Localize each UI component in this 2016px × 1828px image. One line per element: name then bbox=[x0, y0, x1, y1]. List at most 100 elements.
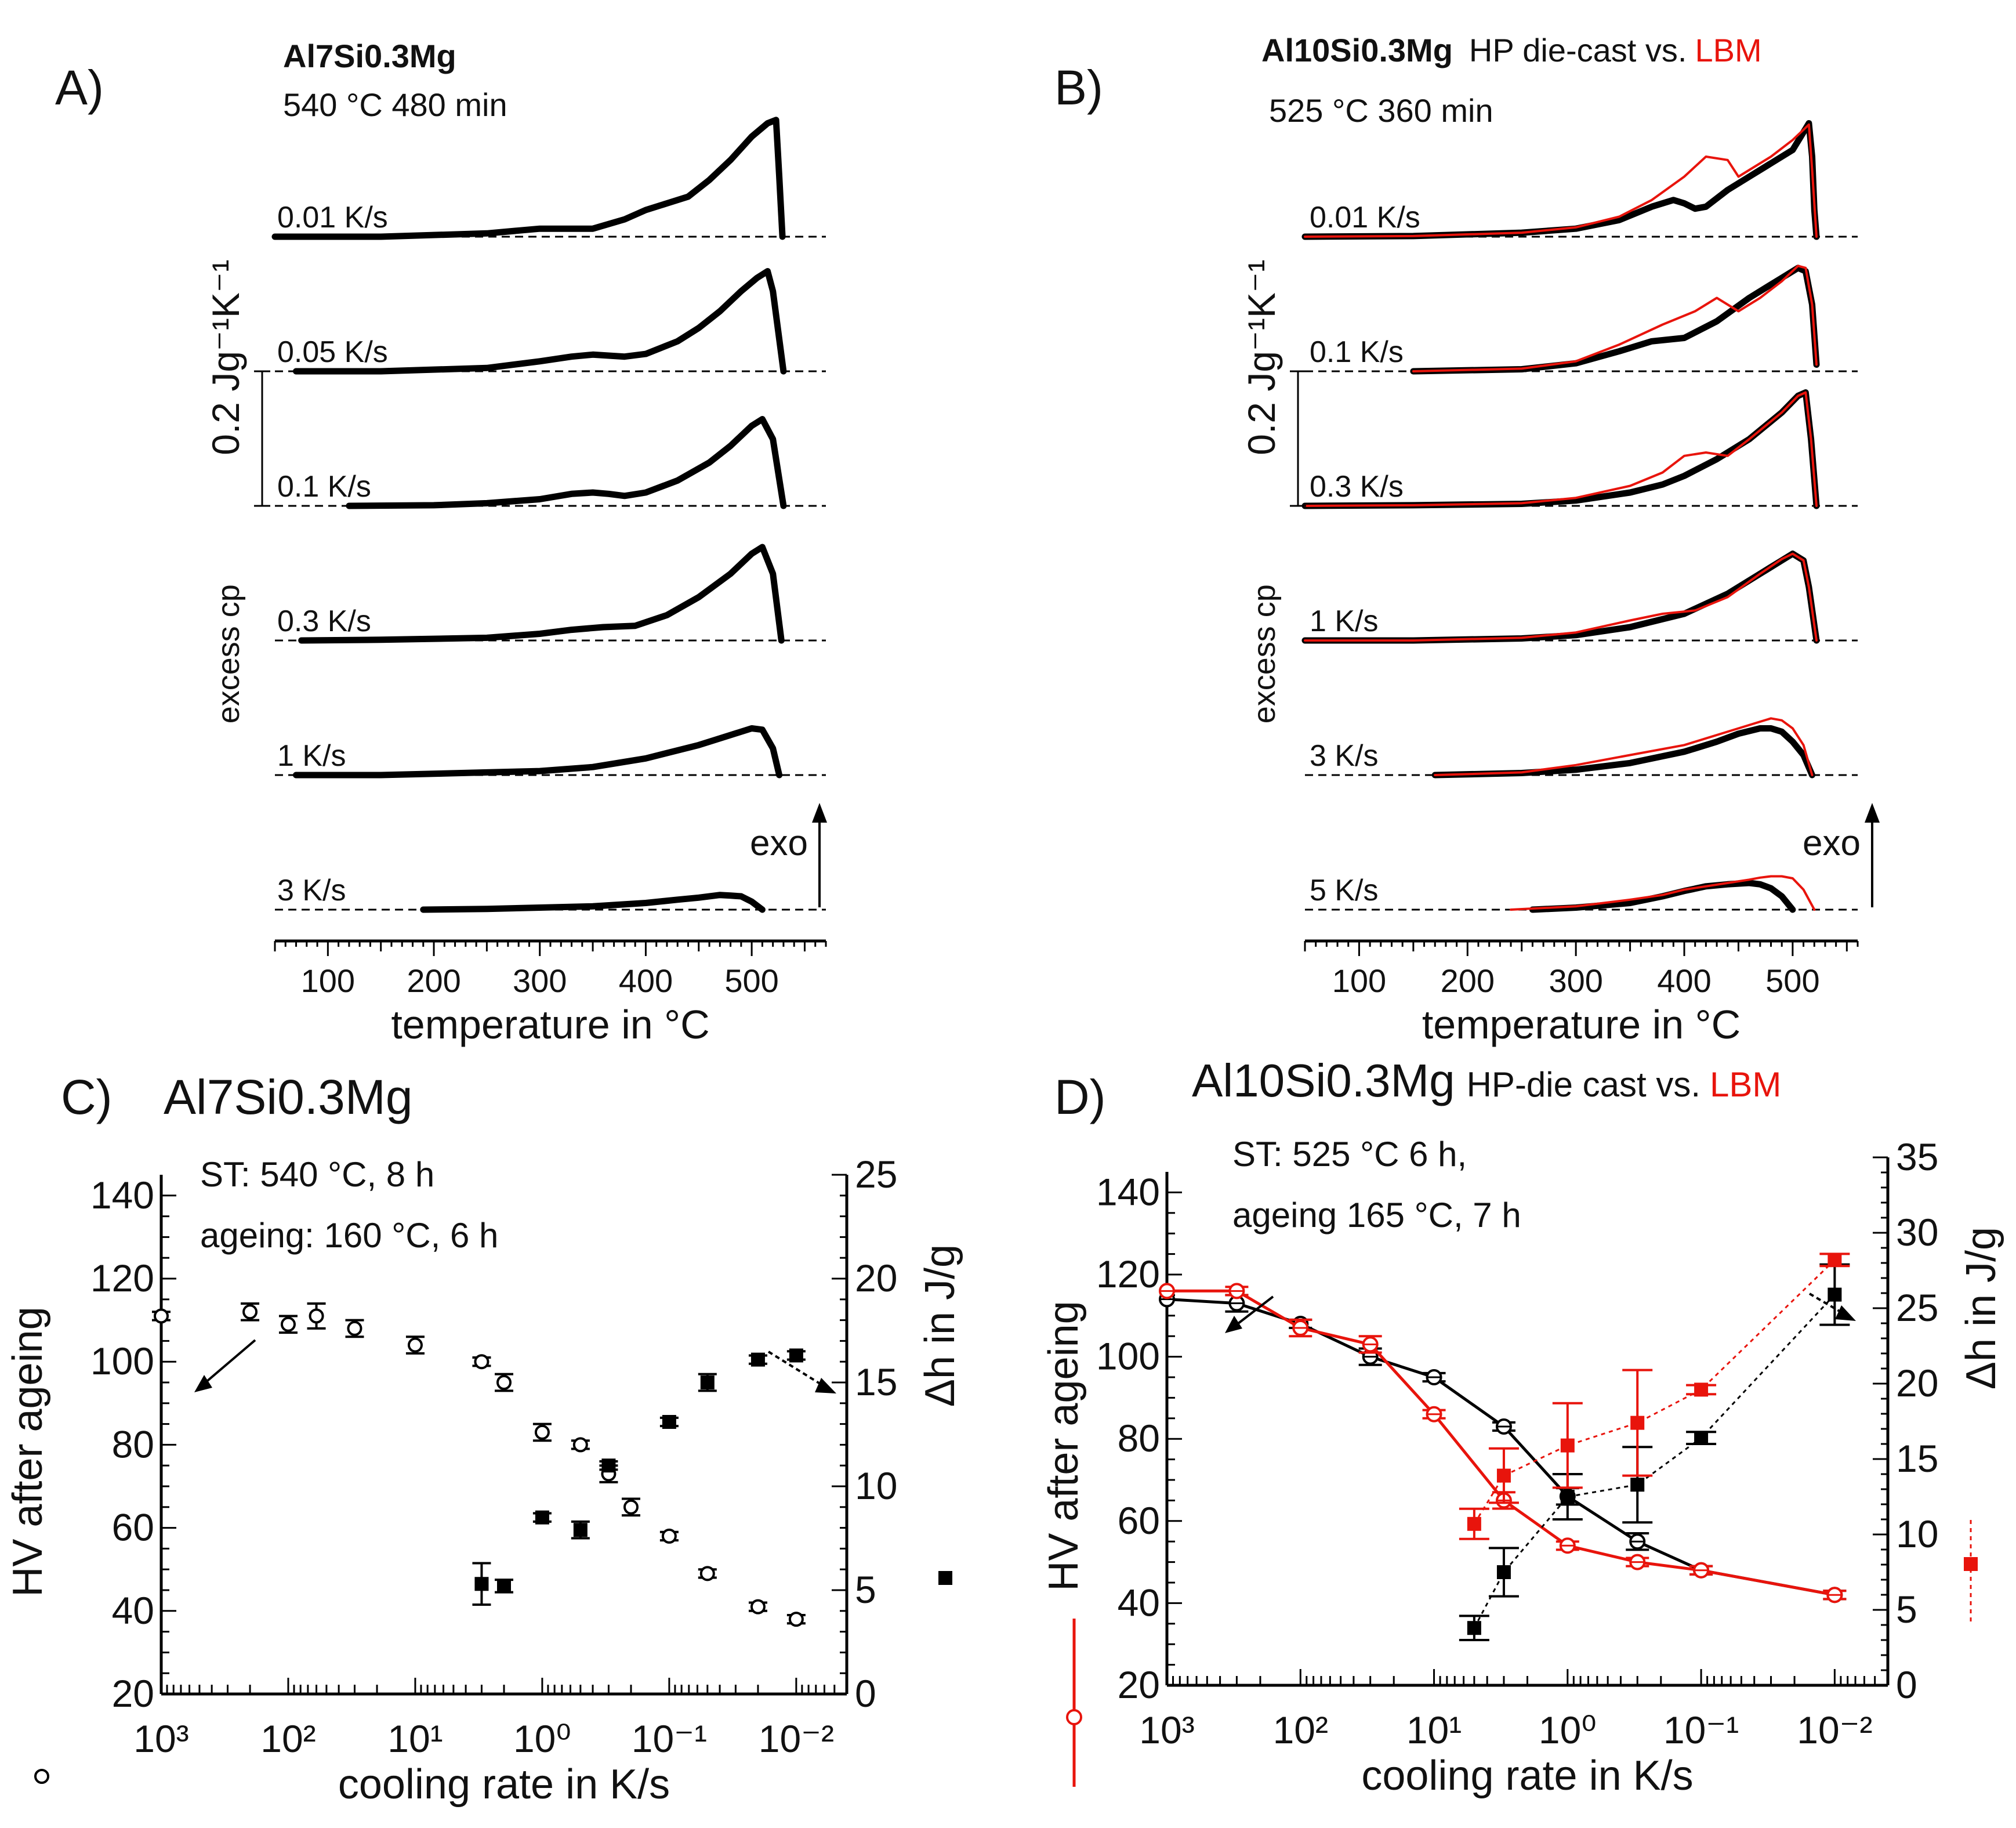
hv-point bbox=[242, 1304, 258, 1320]
dh-point bbox=[474, 1577, 489, 1591]
hv-point bbox=[750, 1599, 766, 1615]
panel-b-title-line: Al10Si0.3Mg HP die-cast vs. LBM bbox=[1261, 32, 1762, 68]
dh-point bbox=[1630, 1478, 1645, 1492]
rate-label: 3 K/s bbox=[1310, 739, 1379, 773]
dh-point bbox=[1496, 1468, 1511, 1483]
panel-b-subtitle-red: LBM bbox=[1695, 32, 1761, 68]
dh-axis-arrow-head bbox=[1835, 1305, 1856, 1321]
x-tick-label: 200 bbox=[1441, 962, 1495, 999]
curve-5-K-s-LBM bbox=[1510, 875, 1816, 911]
dh-point bbox=[1630, 1416, 1645, 1430]
hv-point bbox=[534, 1424, 550, 1440]
x-tick-label: 10⁻¹ bbox=[632, 1717, 707, 1760]
panel-b-title: Al10Si0.3Mg bbox=[1261, 32, 1453, 68]
x-tick-label: 10³ bbox=[133, 1717, 188, 1760]
x-tick-label: 500 bbox=[1765, 962, 1819, 999]
panel-d-title-line: Al10Si0.3Mg HP-die cast vs. LBM bbox=[1192, 1055, 1781, 1106]
dh-point bbox=[535, 1510, 549, 1525]
y-tick-label: 40 bbox=[112, 1589, 154, 1632]
dh-axis-arrow bbox=[767, 1351, 828, 1389]
dh-legend-marker bbox=[938, 1571, 952, 1585]
dh-point bbox=[1560, 1438, 1575, 1453]
curve-0-1-K-s bbox=[346, 416, 787, 509]
y-tick-label: 120 bbox=[1096, 1253, 1160, 1295]
dh-point bbox=[1467, 1516, 1481, 1531]
exo-label: exo bbox=[750, 823, 808, 863]
dh-point bbox=[497, 1579, 511, 1593]
hv-axis-arrow-head bbox=[1225, 1316, 1242, 1333]
y2-tick-label: 0 bbox=[1896, 1663, 1917, 1706]
line--h-HP-die-cast bbox=[1473, 1294, 1836, 1628]
exo-arrow-head bbox=[812, 803, 827, 823]
hv-axis-arrow-head bbox=[194, 1375, 212, 1392]
dh-point bbox=[601, 1458, 616, 1473]
hv-point bbox=[623, 1499, 639, 1515]
dh-axis-arrow-head bbox=[815, 1378, 836, 1393]
curve-3-K-s bbox=[1431, 725, 1815, 779]
panel-c-annotation-1: ST: 540 °C, 8 h bbox=[200, 1155, 434, 1194]
panel-a-label: A) bbox=[55, 60, 104, 115]
curve-0-1-K-s-LBM bbox=[1412, 265, 1818, 372]
hv-point bbox=[699, 1566, 715, 1581]
x-axis-label: cooling rate in K/s bbox=[338, 1761, 670, 1808]
y-tick-label: 140 bbox=[1096, 1170, 1160, 1213]
dh-point bbox=[573, 1523, 588, 1537]
y-tick-label: 60 bbox=[1118, 1499, 1160, 1542]
dh-point bbox=[700, 1375, 715, 1389]
y-axis-label: excess cp bbox=[211, 584, 246, 723]
y-tick-label: 20 bbox=[112, 1672, 154, 1715]
curve-0-01-K-s-LBM bbox=[1304, 123, 1818, 238]
y-tick-label: 120 bbox=[90, 1257, 154, 1299]
curve-0-3-K-s bbox=[298, 544, 785, 644]
curve-3-K-s-LBM bbox=[1434, 717, 1814, 776]
y2-tick-label: 10 bbox=[1896, 1512, 1938, 1555]
hv-point bbox=[407, 1337, 423, 1353]
curve-0-05-K-s bbox=[293, 268, 787, 375]
x-tick-label: 10¹ bbox=[1406, 1708, 1462, 1751]
dh-point bbox=[1828, 1253, 1842, 1267]
panel-c-annotation-2: ageing: 160 °C, 6 h bbox=[200, 1216, 498, 1255]
dh-axis-arrow bbox=[1808, 1293, 1845, 1315]
y2-tick-label: 0 bbox=[855, 1672, 876, 1715]
exo-label: exo bbox=[1803, 823, 1861, 863]
panel-d: 10³ 10² 10¹ 10⁰ 10⁻¹ 10⁻² cooling rate in K/s 2… bbox=[1040, 1135, 2004, 1799]
rate-label: 1 K/s bbox=[277, 739, 346, 773]
hv-point bbox=[280, 1316, 296, 1332]
rate-label: 0.1 K/s bbox=[1310, 335, 1404, 369]
curve-1-K-s bbox=[293, 725, 783, 779]
x-tick-label: 10² bbox=[1273, 1708, 1328, 1751]
x-tick-label: 10⁻² bbox=[1797, 1708, 1872, 1751]
panel-b-condition: 525 °C 360 min bbox=[1269, 92, 1493, 129]
y-axis-label: HV after ageing bbox=[1040, 1301, 1087, 1591]
curve-0-01-K-s bbox=[271, 117, 786, 240]
panel-d-annotation-2: ageing 165 °C, 7 h bbox=[1232, 1196, 1521, 1235]
y-tick-label: 100 bbox=[90, 1340, 154, 1382]
y2-tick-label: 20 bbox=[855, 1257, 897, 1299]
y2-axis-label: Δh in J/g bbox=[917, 1244, 963, 1407]
x-axis-label: temperature in °C bbox=[1422, 1002, 1741, 1047]
hv-point bbox=[474, 1354, 490, 1370]
dh-point bbox=[750, 1352, 765, 1367]
y2-axis-label: Δh in J/g bbox=[1958, 1227, 2004, 1389]
y-axis-label: HV after ageing bbox=[5, 1306, 51, 1597]
panel-a-condition: 540 °C 480 min bbox=[283, 86, 507, 123]
scale-bar-label: 0.2 Jg⁻¹K⁻¹ bbox=[204, 259, 247, 455]
dh-legend-marker bbox=[1964, 1557, 1978, 1571]
rate-label: 0.3 K/s bbox=[277, 604, 371, 638]
hv-point bbox=[496, 1375, 512, 1390]
line-HV-LBM bbox=[1167, 1289, 1835, 1597]
x-tick-label: 10³ bbox=[1139, 1708, 1194, 1751]
panel-c: 10³ 10² 10¹ 10⁰ 10⁻¹ 10⁻² cooling rate in K/s 2… bbox=[5, 1153, 963, 1808]
y-tick-label: 140 bbox=[90, 1174, 154, 1217]
curve-0-1-K-s bbox=[1410, 265, 1820, 375]
hv-legend-marker bbox=[34, 1769, 49, 1784]
y-tick-label: 60 bbox=[112, 1506, 154, 1549]
rate-label: 5 K/s bbox=[1310, 874, 1379, 907]
x-tick-label: 10⁻² bbox=[759, 1717, 834, 1760]
y-tick-label: 100 bbox=[1096, 1335, 1160, 1378]
hv-point bbox=[347, 1320, 362, 1336]
x-axis-label: temperature in °C bbox=[391, 1002, 709, 1047]
rate-label: 1 K/s bbox=[1310, 604, 1379, 638]
rate-label: 3 K/s bbox=[277, 874, 346, 907]
rate-label: 0.3 K/s bbox=[1310, 470, 1404, 504]
